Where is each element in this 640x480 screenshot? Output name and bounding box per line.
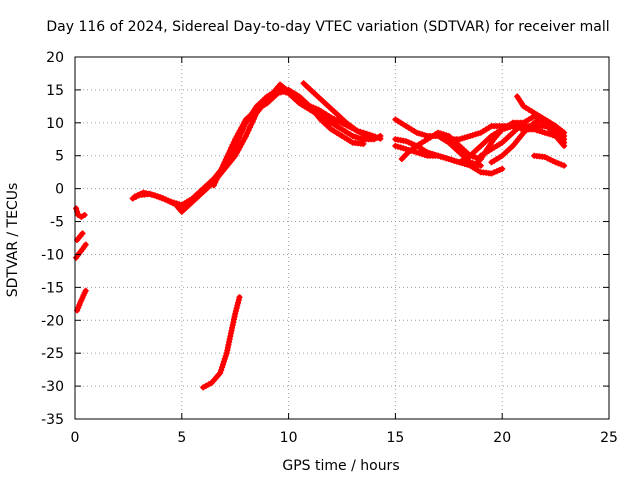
series-s18: [531, 152, 568, 169]
data-point: [555, 160, 562, 167]
x-tick-label: 5: [177, 430, 186, 446]
y-tick-label: -10: [41, 247, 64, 263]
x-tick-label: 10: [280, 430, 298, 446]
data-point: [222, 353, 229, 359]
data-point: [81, 212, 88, 218]
data-point: [79, 230, 86, 237]
y-tick-label: 5: [55, 149, 64, 165]
series-s15: [471, 119, 527, 169]
data-point: [220, 361, 226, 368]
data-point: [477, 162, 484, 169]
series-s13: [398, 129, 484, 162]
y-tick-label: 0: [55, 182, 64, 198]
y-tick-label: -5: [50, 215, 64, 231]
y-tick-label: 10: [46, 116, 64, 132]
series-s7: [210, 86, 367, 189]
data-point: [561, 162, 568, 169]
data-point: [82, 241, 89, 248]
data-point: [217, 369, 224, 376]
data-point: [561, 142, 568, 149]
y-tick-label: -35: [41, 412, 64, 428]
data-point: [78, 213, 85, 220]
data-point: [220, 358, 227, 365]
data-point: [75, 212, 82, 218]
data-point: [558, 161, 565, 168]
x-tick-label: 25: [600, 430, 618, 446]
data-point: [218, 367, 225, 374]
series-s8: [300, 80, 371, 139]
data-point: [360, 140, 367, 147]
y-tick-label: -30: [41, 379, 64, 395]
series-s3: [73, 241, 89, 261]
y-tick-label: 20: [46, 50, 64, 66]
y-tick-label: -25: [41, 346, 64, 362]
data-point: [552, 159, 559, 166]
series-s4: [74, 287, 89, 314]
data-point: [221, 355, 228, 362]
data-point: [73, 205, 80, 212]
plot-frame: [74, 56, 610, 420]
data-point: [236, 294, 243, 301]
series-s5: [129, 86, 384, 209]
y-axis-label: SDTVAR / TECUs: [5, 183, 21, 298]
chart-title: Day 116 of 2024, Sidereal Day-to-day VTE…: [46, 19, 609, 35]
series-s6: [131, 81, 384, 215]
axis-ticks: 0 5 10 15 20 25 -35 -30 -25 -20 -15 -10 -5 0 5 10 15 20: [41, 50, 618, 446]
data-point: [561, 129, 568, 136]
y-tick-label: 15: [46, 83, 64, 99]
x-tick-label: 20: [493, 430, 511, 446]
data-point: [499, 165, 506, 172]
y-tick-label: -15: [41, 280, 64, 296]
data-point: [82, 287, 89, 294]
data-point: [364, 133, 371, 139]
series-s2: [74, 230, 86, 243]
data-point: [377, 135, 384, 142]
series-s9: [200, 294, 243, 391]
x-axis-label: GPS time / hours: [282, 458, 399, 474]
data-series: [73, 80, 568, 391]
data-point: [219, 364, 226, 371]
series-s19: [477, 113, 568, 159]
y-tick-label: -20: [41, 313, 64, 329]
x-tick-label: 15: [386, 430, 404, 446]
x-tick-label: 0: [71, 430, 80, 446]
